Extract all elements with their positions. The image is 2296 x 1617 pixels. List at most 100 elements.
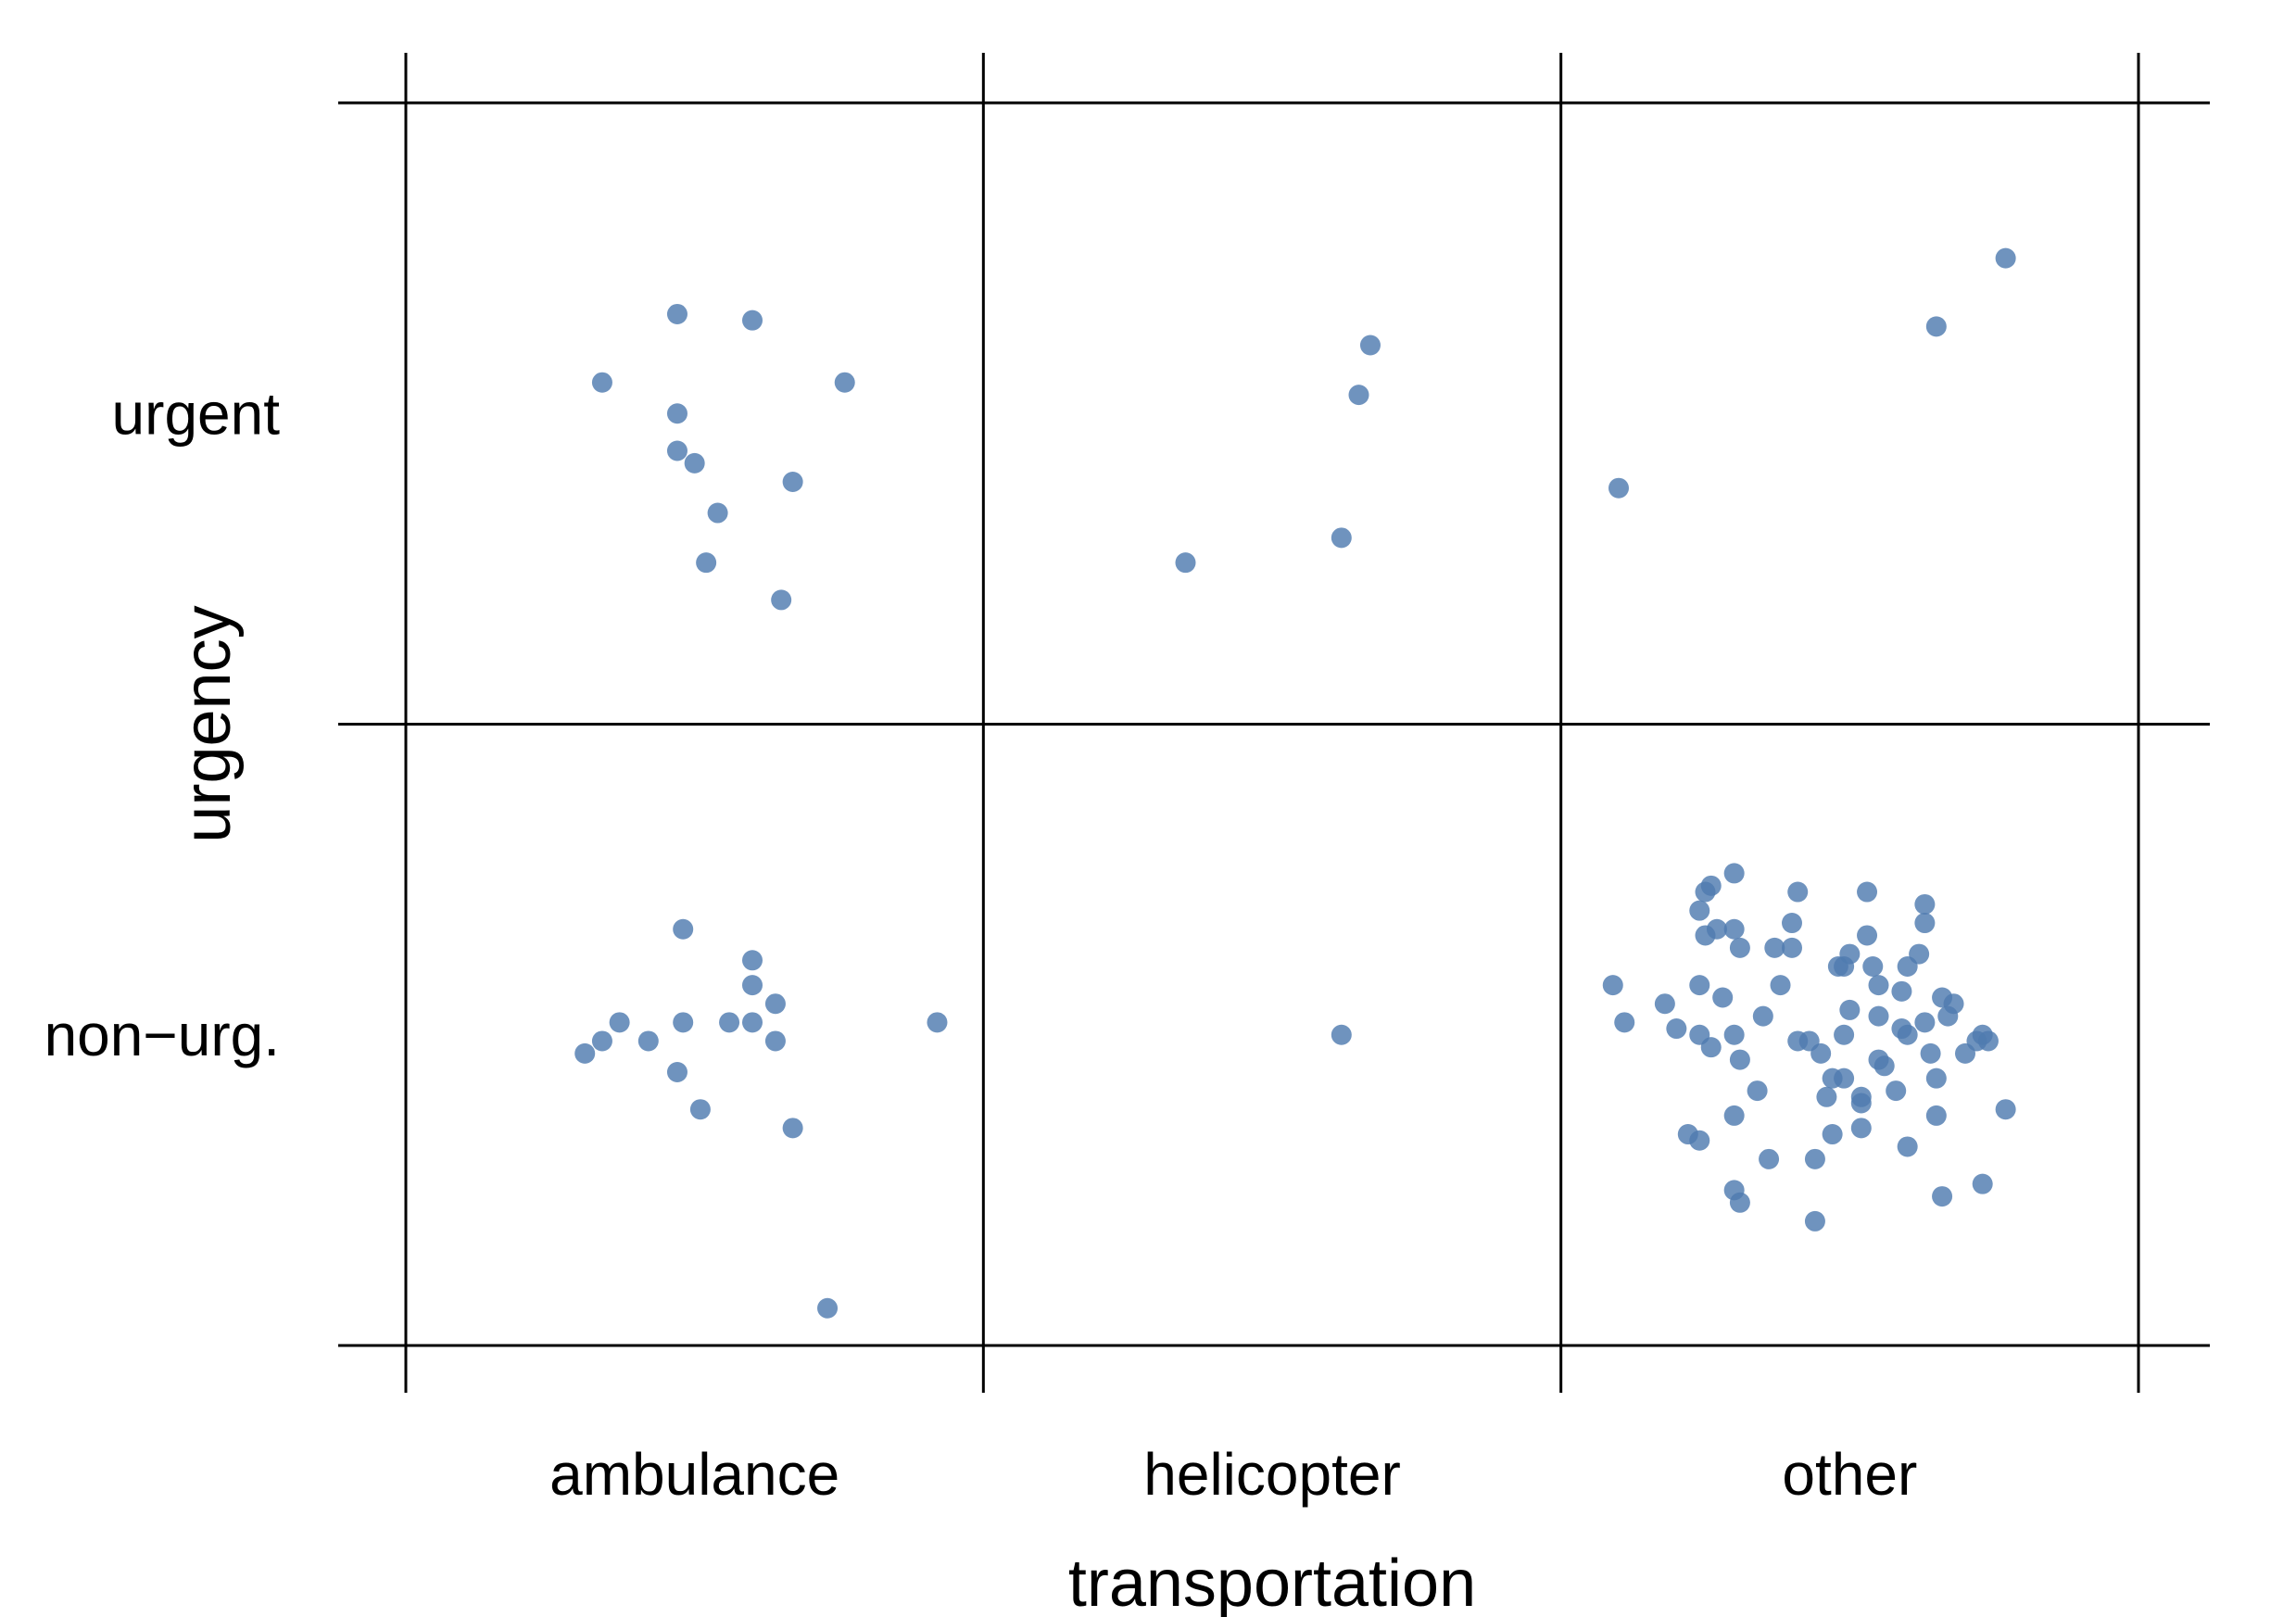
data-point [1909,943,1930,965]
data-point [1723,918,1745,940]
data-point [684,452,705,474]
data-point [1925,1067,1947,1089]
y-axis-title: urgency [170,605,245,842]
grid-lines [338,53,2210,1393]
data-point [1932,1186,1953,1207]
data-point [742,1012,763,1033]
data-point [1654,993,1675,1015]
data-point [1666,1018,1687,1040]
data-point [1834,1024,1855,1045]
data-point [1614,1012,1635,1033]
data-point [1729,1192,1750,1213]
data-point [764,993,786,1015]
data-point [1175,552,1196,574]
data-point [927,1012,948,1033]
data-point [1782,937,1802,958]
data-point [1764,937,1785,958]
data-point [1834,955,1855,977]
data-point [666,1061,688,1082]
data-point [1689,975,1710,996]
data-point [637,1030,659,1052]
data-point [1689,1130,1710,1151]
data-point [1972,1173,1993,1194]
data-point [689,1099,711,1120]
y-tick-labels: urgent non−urg. [44,380,281,1068]
data-point [742,950,763,971]
data-point [1752,1005,1773,1027]
data-point [782,472,803,493]
data-point [1925,1105,1947,1126]
data-point [1995,1099,2016,1120]
data-point [1816,1086,1837,1107]
data-point [1608,477,1629,499]
data-point [782,1118,803,1139]
data-point [1857,925,1878,946]
data-points [574,247,2016,1319]
data-point [666,303,688,324]
data-point [1689,900,1710,921]
data-point [1602,975,1623,996]
x-axis-title: transportation [1068,1547,1476,1617]
data-point [1914,893,1936,915]
data-point [1891,980,1912,1002]
data-point [1977,1030,1999,1052]
data-point [1862,955,1884,977]
x-tick-label: ambulance [549,1441,839,1508]
data-point [1787,881,1809,903]
data-point [1834,1067,1855,1089]
x-tick-label: other [1782,1441,1917,1508]
data-point [1839,999,1861,1020]
data-point [719,1012,740,1033]
data-point [591,1030,612,1052]
data-point [1348,385,1369,406]
data-point [1695,881,1716,903]
data-point [817,1297,839,1319]
data-point [1822,1124,1843,1145]
x-tick-label: helicopter [1143,1441,1401,1508]
data-point [1914,1012,1936,1033]
data-point [771,589,792,611]
data-point [591,372,612,393]
data-point [1331,527,1352,549]
data-point [1804,1148,1825,1169]
data-point [1712,987,1734,1008]
data-point [1868,1005,1889,1027]
data-point [1810,1042,1832,1064]
y-tick-label: urgent [112,380,281,447]
data-point [1747,1080,1768,1102]
data-point [742,975,763,996]
data-point [673,1012,694,1033]
data-point [1359,335,1381,356]
data-point [1723,863,1745,884]
data-point [1955,1042,1975,1064]
data-point [834,372,855,393]
data-point [1850,1093,1872,1114]
data-point [1770,975,1791,996]
data-point [1695,925,1716,946]
data-point [1723,1024,1745,1045]
data-point [1759,1148,1780,1169]
data-point [1700,1037,1722,1058]
data-point [707,502,728,524]
data-point [1729,1049,1750,1070]
data-point [1723,1105,1745,1126]
x-tick-labels: ambulance helicopter other [549,1441,1917,1508]
data-point [1804,1210,1825,1232]
data-point [1868,975,1889,996]
data-point [1331,1024,1352,1045]
data-point [1891,1018,1912,1040]
data-point [1925,316,1947,337]
data-point [666,440,688,461]
data-point [1920,1042,1941,1064]
data-point [1995,247,2016,269]
data-point [1886,1080,1907,1102]
data-point [673,918,694,940]
data-point [1873,1055,1895,1077]
data-point [1729,937,1750,958]
data-point [1914,913,1936,934]
data-point [1850,1118,1872,1139]
data-point [696,552,717,574]
data-point [1897,1136,1918,1157]
data-point [574,1042,596,1064]
